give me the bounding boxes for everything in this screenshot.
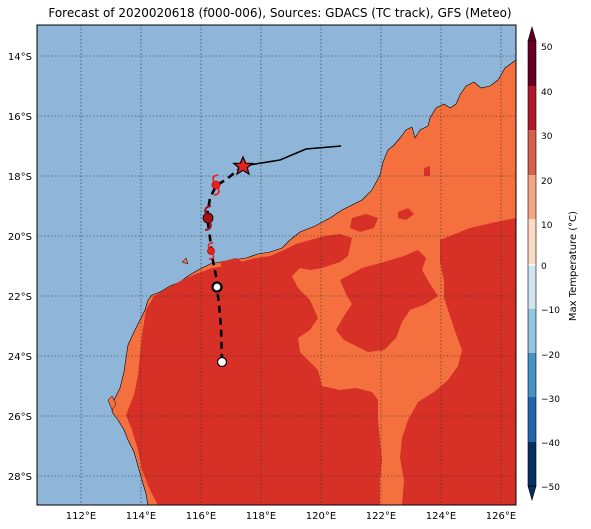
colorbar-tick: 0: [541, 262, 547, 272]
land-hot-region-west: [126, 234, 382, 505]
colorbar-tick: −30: [541, 395, 560, 405]
colorbar-tick: −20: [541, 351, 560, 361]
island: [107, 395, 117, 411]
past-track-line: [242, 145, 342, 167]
lon-label: 116°E: [186, 511, 216, 522]
latitude-axis: 14°S 16°S 18°S 20°S 22°S 24°S 26°S 28°S: [8, 52, 32, 483]
lat-label: 24°S: [8, 352, 32, 363]
colorbar-tick: 50: [541, 43, 553, 53]
colorbar-band: [528, 442, 536, 486]
tropical-storm-icon: [202, 205, 214, 231]
colorbar: 50 40 30 20 10 0 −10 −20 −30 −40 −50 Max…: [527, 25, 579, 502]
lat-label: 18°S: [8, 172, 32, 183]
circle-marker-icon: [211, 281, 223, 293]
colorbar-tick: 40: [541, 88, 553, 98]
lat-label: 20°S: [8, 232, 32, 243]
tropical-storm-icon: [207, 242, 215, 260]
graticule: [37, 25, 516, 505]
land-hot-patch-2: [398, 208, 414, 220]
map-title: Forecast of 2020020618 (f000-006), Sourc…: [48, 6, 512, 20]
lat-label: 28°S: [8, 472, 32, 483]
colorbar-band: [528, 309, 536, 353]
colorbar-band: [528, 266, 536, 309]
forecast-track-line: [205, 164, 244, 363]
circle-marker-icon: [216, 356, 228, 368]
colorbar-band: [528, 353, 536, 397]
colorbar-band: [528, 397, 536, 442]
colorbar-tick: −50: [541, 483, 560, 493]
longitude-axis: 112°E 114°E 116°E 118°E 120°E 122°E 124°…: [66, 511, 516, 522]
colorbar-tick: 10: [541, 221, 553, 231]
land-hot-patch-1: [350, 214, 378, 232]
colorbar-extend-bottom: [527, 485, 537, 502]
lon-label: 124°E: [426, 511, 456, 522]
land-hot-region-mid: [336, 250, 438, 352]
lon-label: 118°E: [246, 511, 276, 522]
lon-label: 114°E: [126, 511, 156, 522]
colorbar-band: [528, 175, 536, 219]
land-hot-region-east: [400, 218, 516, 505]
colorbar-band: [528, 264, 536, 266]
lat-label: 16°S: [8, 112, 32, 123]
lon-label: 126°E: [486, 511, 516, 522]
colorbar-band: [528, 130, 536, 175]
island: [181, 257, 189, 265]
lon-label: 122°E: [366, 511, 396, 522]
lon-label: 112°E: [66, 511, 96, 522]
lon-label: 120°E: [306, 511, 336, 522]
colorbar-band: [528, 86, 536, 130]
lat-label: 26°S: [8, 412, 32, 423]
lat-label: 22°S: [8, 292, 32, 303]
colorbar-band: [528, 219, 536, 264]
land-hot-patch-3: [424, 166, 430, 176]
colorbar-extend-top: [527, 25, 537, 42]
colorbar-band: [528, 41, 536, 86]
lat-label: 14°S: [8, 52, 32, 63]
colorbar-tick: −40: [541, 439, 560, 449]
tropical-storm-icon: [211, 174, 221, 196]
land-hot-patch-4: [220, 258, 246, 274]
colorbar-tick: 20: [541, 177, 553, 187]
colorbar-title: Max Temperature (°C): [568, 211, 579, 321]
colorbar-tick: 30: [541, 132, 553, 142]
map-frame: [36, 24, 517, 506]
colorbar-tick: −10: [541, 306, 560, 316]
star-icon: [232, 155, 254, 176]
